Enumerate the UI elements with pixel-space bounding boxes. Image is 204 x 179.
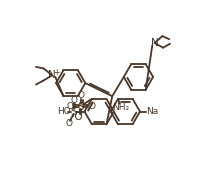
Text: O: O [66,119,73,128]
Text: O: O [70,96,77,105]
Text: +: + [53,68,59,77]
Text: N: N [48,70,56,80]
Text: N: N [151,38,159,48]
Text: S: S [78,102,84,112]
Text: O: O [88,102,95,111]
Text: O: O [67,102,74,111]
Text: O: O [78,91,85,100]
Text: HO: HO [57,107,71,116]
Text: Na: Na [146,107,159,116]
Text: ·O: ·O [71,112,83,122]
Text: NH₂: NH₂ [113,103,130,112]
Text: S: S [70,107,77,117]
